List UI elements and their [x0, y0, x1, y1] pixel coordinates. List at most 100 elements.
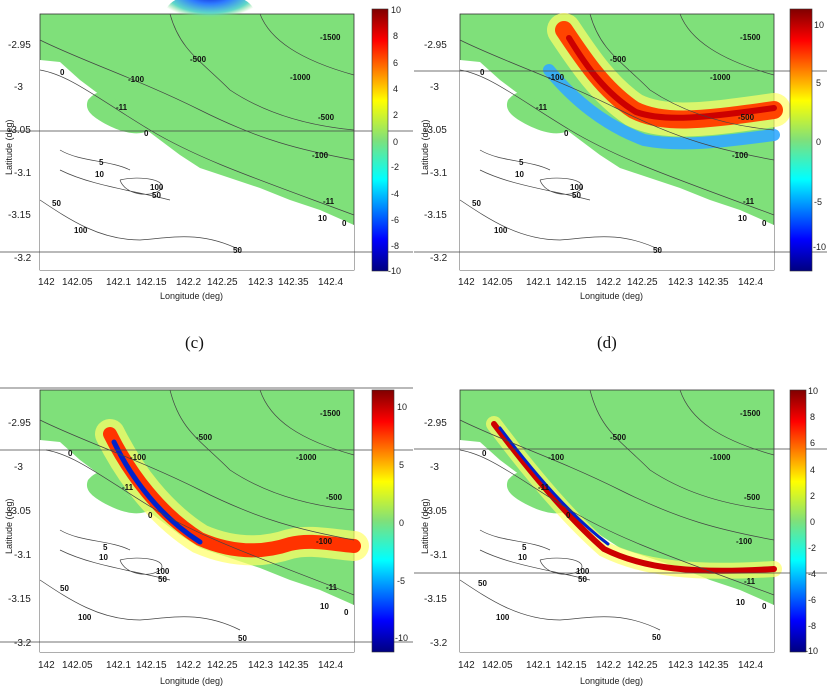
cbar-tick-label: -10: [805, 646, 818, 656]
contour-label: -11: [744, 577, 756, 586]
contour-label: -100: [130, 453, 147, 462]
cbar-tick-label: 0: [399, 518, 404, 528]
contour-label: -500: [326, 493, 343, 502]
figure-c: -1500 -500 -1000 -100 0 -11 -500 0 -100 …: [0, 387, 413, 686]
x-tick-label: 142.2: [176, 277, 201, 288]
cbar-tick-label: -2: [391, 162, 399, 172]
x-tick-label: 142.1: [526, 660, 551, 671]
cbar-tick-label: 5: [399, 460, 404, 470]
contour-label: -11: [323, 197, 335, 206]
y-ticks: -2.95 -3 -3.05 -3.1 -3.15 -3.2: [8, 40, 32, 264]
contour-label: 5: [522, 543, 527, 552]
contour-label: 0: [68, 449, 73, 458]
contour-label: 50: [158, 575, 167, 584]
colorbar-ticks: 10 8 6 4 2 0 -2 -4 -6 -8 -10: [388, 5, 401, 276]
contour-labels: -1500 -500 -1000 -100 0 -11 -500 0 -100 …: [52, 33, 347, 255]
x-tick-label: 142.35: [698, 660, 729, 671]
contour-label: -100: [548, 73, 565, 82]
cbar-tick-label: 8: [810, 412, 815, 422]
contour-label: -500: [744, 493, 761, 502]
cbar-tick-label: -10: [388, 266, 401, 276]
y-tick-label: -3.15: [424, 594, 447, 605]
contour-label: 10: [515, 170, 524, 179]
contour-label: 50: [653, 246, 662, 255]
contour-label: -100: [548, 453, 565, 462]
x-tick-label: 142.1: [106, 660, 131, 671]
x-tick-label: 142: [38, 277, 55, 288]
cbar-tick-label: 0: [816, 137, 821, 147]
cbar-tick-label: -5: [814, 197, 822, 207]
contour-label: 0: [480, 68, 485, 77]
y-ticks: -2.95 -3 -3.05 -3.1 -3.15 -3.2: [424, 40, 448, 264]
contour-label: 5: [103, 543, 108, 552]
contour-label: -500: [318, 113, 335, 122]
y-tick-label: -3.15: [8, 210, 31, 221]
contour-label: 0: [60, 68, 65, 77]
x-ticks: 142 142.05 142.1 142.15 142.2 142.25 142…: [458, 277, 763, 288]
contour-label: 100: [570, 183, 584, 192]
cbar-tick-label: 0: [810, 517, 815, 527]
x-tick-label: 142.3: [668, 277, 693, 288]
y-tick-label: -3.15: [8, 594, 31, 605]
x-tick-label: 142.4: [318, 660, 343, 671]
contour-label: -11: [536, 103, 548, 112]
contour-label: -500: [610, 55, 627, 64]
colorbar: [789, 389, 807, 653]
contour-label: -100: [316, 537, 333, 546]
contour-label: 50: [478, 579, 487, 588]
contour-label: 100: [78, 613, 92, 622]
y-tick-label: -3.15: [424, 210, 447, 221]
contour-label: -1000: [710, 73, 731, 82]
x-ticks: 142 142.05 142.1 142.15 142.2 142.25 142…: [458, 660, 763, 671]
colorbar: [789, 8, 813, 272]
contour-label: -1000: [296, 453, 317, 462]
cbar-tick-label: 5: [816, 78, 821, 88]
y-tick-label: -3: [14, 462, 23, 473]
y-tick-label: -2.95: [424, 418, 447, 429]
figure-d: -1500 -500 -1000 -100 0 -11 -500 0 -100 …: [414, 386, 827, 686]
contour-label: 100: [74, 226, 88, 235]
x-tick-label: 142.4: [738, 277, 763, 288]
x-tick-label: 142.2: [596, 660, 621, 671]
x-tick-label: 142.25: [627, 277, 658, 288]
contour-label: 100: [156, 567, 170, 576]
colorbar-ticks: 10 5 0 -5 -10: [395, 402, 408, 643]
contour-label: -500: [738, 113, 755, 122]
contour-label: 50: [233, 246, 242, 255]
x-tick-label: 142.05: [62, 660, 93, 671]
cbar-tick-label: 2: [810, 491, 815, 501]
y-tick-label: -3.1: [430, 168, 448, 179]
x-axis-label: Longitude (deg): [580, 291, 643, 301]
contour-label: -11: [743, 197, 755, 206]
cbar-tick-label: 10: [397, 402, 407, 412]
contour-label: -1500: [320, 33, 341, 42]
cbar-tick-label: -6: [808, 595, 816, 605]
contour-label: -11: [116, 103, 128, 112]
y-tick-label: -2.95: [424, 40, 447, 51]
x-tick-label: 142.05: [482, 277, 513, 288]
contour-label: 50: [652, 633, 661, 642]
y-tick-label: -3.05: [8, 125, 31, 136]
contour-label: -11: [538, 483, 550, 492]
contour-label: 10: [99, 553, 108, 562]
x-tick-label: 142.3: [248, 277, 273, 288]
contour-label: -500: [610, 433, 627, 442]
x-tick-label: 142.2: [176, 660, 201, 671]
x-tick-label: 142.3: [668, 660, 693, 671]
x-tick-label: 142.1: [106, 277, 131, 288]
contour-label: 0: [148, 511, 153, 520]
contour-label: 10: [738, 214, 747, 223]
contour-label: 10: [518, 553, 527, 562]
cbar-tick-label: -8: [808, 621, 816, 631]
y-tick-label: -2.95: [8, 418, 31, 429]
x-tick-label: 142.4: [318, 277, 343, 288]
x-tick-label: 142: [458, 660, 475, 671]
x-ticks: 142 142.05 142.1 142.15 142.2 142.25 142…: [38, 660, 343, 671]
y-tick-label: -3.05: [8, 506, 31, 517]
x-tick-label: 142: [458, 277, 475, 288]
contour-label: 0: [482, 449, 487, 458]
contour-label: 0: [342, 219, 347, 228]
contour-label: 50: [238, 634, 247, 643]
y-tick-label: -2.95: [8, 40, 31, 51]
y-tick-label: -3.05: [424, 125, 447, 136]
